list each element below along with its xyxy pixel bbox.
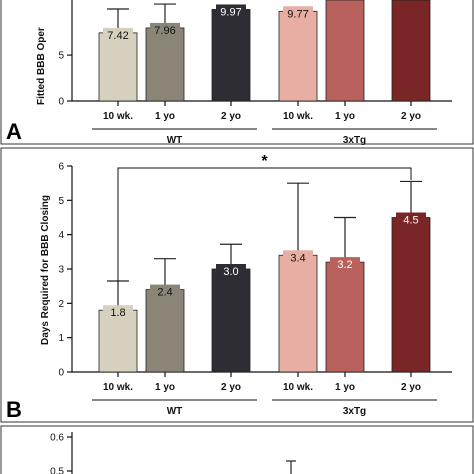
panel-b-y-tick-label: 0 [58, 368, 64, 379]
panel-a-plot: 0 5 7.42 10 wk. 7.96 1 yo 9.97 2 yo 9.77 10 wk. 1 … [58, 0, 452, 146]
panel-c-plot: 0.5 0.6 [50, 432, 296, 474]
panel-b-value-label-bg [330, 257, 360, 272]
panel-b-bar [145, 289, 185, 373]
panel-b-y-tick-label: 6 [58, 162, 64, 173]
panel-b-category-label: 10 wk. [283, 382, 313, 393]
panel-a-ylabel: Fitted BBB Oper [36, 27, 47, 105]
panel-b-value-label: 2.4 [157, 287, 172, 299]
panel-b-value-label-bg [150, 284, 180, 299]
panel-b-y-tick-label: 5 [58, 196, 64, 207]
panel-a-group-label: 3xTg [343, 135, 366, 146]
panel-a-category-label: 10 wk. [103, 111, 133, 122]
panel-b-group-label: 3xTg [343, 406, 366, 417]
panel-b-y-tick-label: 2 [58, 299, 64, 310]
panel-a: Fitted BBB Oper A 0 5 7.42 10 wk. 7.96 1 yo 9.… [0, 0, 474, 146]
panel-b-category-label: 1 yo [155, 382, 175, 393]
panel-b-category-label: 1 yo [335, 382, 355, 393]
panel-b-value-label-bg [283, 250, 313, 265]
panel-b: Days Required for BBB Closing B 0 1 2 3 4 5 6 1… [0, 147, 474, 423]
panel-b-y-tick-label: 1 [58, 333, 64, 344]
panel-a-bar [145, 27, 185, 102]
panel-b-significance-label: * [261, 153, 268, 170]
panel-a-value-label-bg [216, 4, 246, 19]
panel-b-value-label-bg [396, 212, 426, 227]
panel-a-y-tick-label: 0 [58, 97, 64, 108]
panel-a-value-label: 7.42 [107, 30, 128, 42]
panel-b-y-tick-label: 3 [58, 265, 64, 276]
panel-a-category-label: 2 yo [401, 111, 421, 122]
panel-a-category-label: 10 wk. [283, 111, 313, 122]
panel-a-value-label: 7.96 [154, 25, 175, 37]
panel-b-ylabel: Days Required for BBB Closing [40, 195, 51, 345]
panel-a-letter: A [6, 119, 22, 144]
panel-b-plot: 0 1 2 3 4 5 6 1.8 10 wk. 2.4 1 yo 3.0 2 yo 3.4 10 wk. 3… [58, 153, 452, 417]
panel-b-bar [211, 268, 251, 373]
panel-a-category-label: 1 yo [335, 111, 355, 122]
panel-a-bar [325, 0, 365, 102]
panel-b-y-tick-label: 4 [58, 230, 64, 241]
panel-b-category-label: 10 wk. [103, 382, 133, 393]
panel-a-value-label: 9.97 [220, 6, 241, 18]
panel-a-value-label-bg [283, 6, 313, 21]
panel-b-value-label-bg [216, 264, 246, 278]
panel-a-y-tick-label: 5 [58, 51, 64, 62]
panel-b-value-label: 3.4 [290, 252, 305, 264]
panel-c-frame [0, 425, 474, 474]
panel-b-category-label: 2 yo [221, 382, 241, 393]
panel-a-value-label-bg [103, 27, 133, 42]
panel-b-group-label: WT [167, 406, 183, 417]
panel-a-bar [211, 9, 251, 102]
panel-c: 0.5 0.6 [0, 425, 474, 474]
panel-a-frame [0, 0, 474, 145]
panel-c-y-tick-label: 0.6 [50, 433, 64, 444]
panel-a-group-label: WT [167, 135, 183, 146]
panel-b-value-label: 3.0 [223, 266, 238, 278]
panel-a-bar [278, 10, 318, 102]
panel-a-bar [391, 0, 431, 102]
panel-b-bar [325, 261, 365, 373]
panel-b-value-label: 3.2 [337, 259, 352, 271]
panel-b-value-label-bg [103, 305, 133, 320]
panel-b-frame [0, 147, 474, 423]
panel-b-value-label: 4.5 [403, 215, 418, 227]
panel-b-bar [98, 309, 138, 373]
panel-b-bar [391, 217, 431, 373]
panel-a-value-label: 9.77 [287, 8, 308, 20]
panel-b-category-label: 2 yo [401, 382, 421, 393]
panel-b-letter: B [6, 397, 22, 422]
panel-c-y-tick-label: 0.5 [50, 467, 64, 474]
panel-a-bar [98, 32, 138, 102]
panel-a-category-label: 1 yo [155, 111, 175, 122]
panel-a-value-label-bg [150, 22, 180, 37]
panel-b-significance-bracket [117, 167, 412, 283]
panel-a-category-label: 2 yo [221, 111, 241, 122]
panel-b-value-label: 1.8 [110, 307, 125, 319]
panel-b-bar [278, 254, 318, 373]
